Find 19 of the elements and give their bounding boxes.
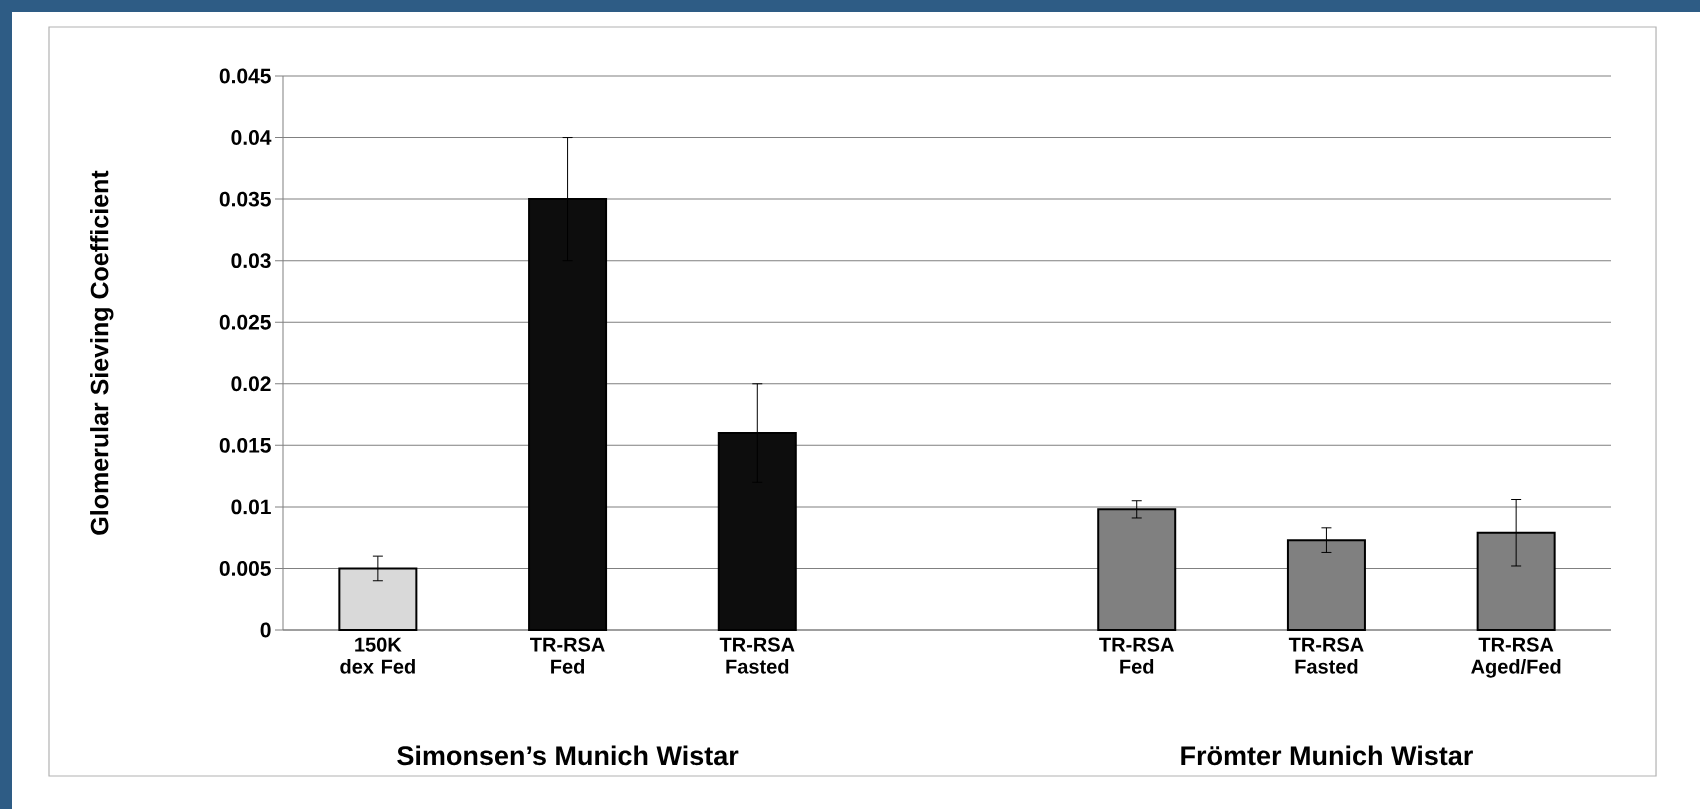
x-tick-label: TR-RSA Fed (530, 637, 605, 674)
y-tick-label: 0.035 (219, 191, 271, 207)
y-tick-label: 0.04 (231, 130, 272, 145)
y-tick-label: 0.005 (219, 561, 271, 576)
text: Simonsen’s Munich Wistar (397, 745, 739, 766)
x-tick-label: 150K dex Fed (340, 637, 415, 674)
y-axis-title: Glomerular Sieving Coefficient (90, 170, 114, 535)
y-tick-label: 0.045 (219, 68, 271, 84)
x-tick-label: TR-RSA Fasted (719, 637, 795, 674)
text: Frömter Munich Wistar (1181, 745, 1473, 766)
x-tick-label: TR-RSA Fed (1099, 637, 1174, 674)
y-tick-label: 0.02 (231, 376, 271, 392)
y-tick-label: 0.025 (219, 314, 271, 330)
y-tick-label: 0.01 (231, 499, 271, 515)
x-tick-label: TR-RSA Aged/Fed (1471, 637, 1561, 678)
x-tick-label: TR-RSA Fasted (1288, 637, 1364, 674)
y-tick-label: 0.03 (231, 253, 271, 269)
y-tick-label: 0 (260, 622, 271, 638)
y-tick-label: 0.015 (219, 437, 271, 453)
